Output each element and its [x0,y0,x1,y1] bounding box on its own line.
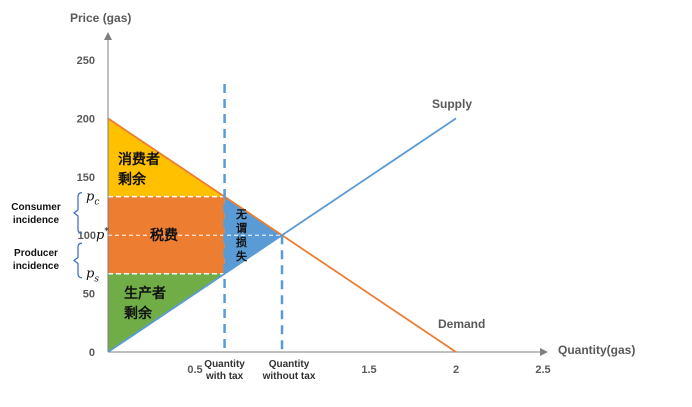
demand-label: Demand [438,317,485,331]
curves [107,84,457,353]
y-tick-label: 0 [89,347,95,359]
x-tick-label: 2.5 [535,364,550,376]
x-axis-title: Quantity(gas) [558,343,635,357]
y-tick-label: 100 [78,230,96,242]
y-tick-label: 250 [77,55,95,67]
labels: Supply Demand Quantity with tax Quantity with… [11,97,485,382]
producer-surplus-label: 生产者剩余 [124,285,166,322]
consumer-incidence-brace [72,192,83,234]
consumer-incidence-label: Consumer incidence [11,202,61,226]
supply-label: Supply [432,97,472,111]
producer-price-label: ps [86,267,99,285]
quantity-with-tax-label: Quantity with tax [204,359,245,382]
y-axis-arrow [104,32,112,40]
producer-incidence-brace [72,242,83,279]
y-axis-title: Price (gas) [70,11,131,25]
consumer-price-label: pc [86,190,99,208]
deadweight-loss-region [224,196,282,274]
consumer-surplus-label: 消费者剩余 [118,151,160,188]
y-tick-label: 150 [77,172,95,184]
axes: 0 50 150 200 250 0.5 1.5 2 2.5 Price (gas) Quantit… [70,11,635,376]
y-tick-label: 50 [83,289,95,301]
y-tick-label: 200 [77,113,95,125]
tax-revenue-label: 税费 [150,227,178,244]
x-tick-label: 1.5 [361,364,376,376]
producer-incidence-label: Producer incidence [13,248,60,272]
equilibrium-price-label: p* [96,227,109,243]
x-tick-label: 2 [453,364,459,376]
deadweight-loss-label: 无谓损失 [235,208,248,263]
quantity-without-tax-label: Quantity without tax [262,359,316,382]
x-axis-arrow [540,348,548,356]
x-tick-label: 0.5 [187,364,202,376]
